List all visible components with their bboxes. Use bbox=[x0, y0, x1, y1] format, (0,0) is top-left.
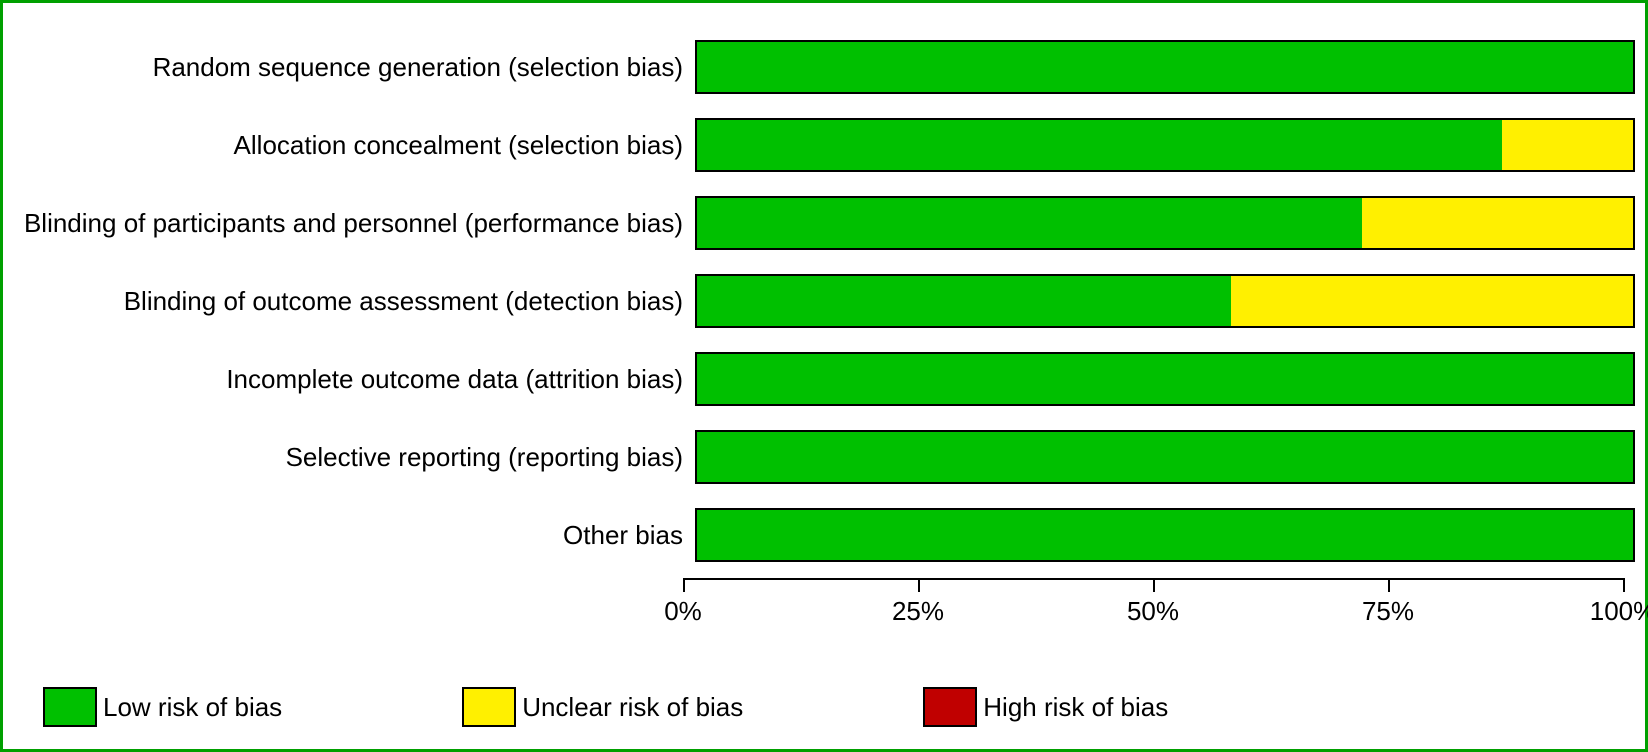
legend-label: High risk of bias bbox=[983, 692, 1168, 723]
bar-track bbox=[695, 274, 1635, 328]
bar-segment-unclear bbox=[1362, 198, 1633, 248]
legend-label: Low risk of bias bbox=[103, 692, 282, 723]
axis-tick bbox=[1623, 578, 1625, 592]
bar bbox=[695, 274, 1635, 328]
bar-track bbox=[695, 118, 1635, 172]
bar bbox=[695, 352, 1635, 406]
legend-swatch bbox=[43, 687, 97, 727]
bar bbox=[695, 40, 1635, 94]
chart-row: Other bias bbox=[3, 496, 1645, 574]
bar-segment-low bbox=[697, 432, 1633, 482]
bar bbox=[695, 118, 1635, 172]
legend-item: Unclear risk of bias bbox=[462, 687, 743, 727]
chart-row: Blinding of participants and personnel (… bbox=[3, 184, 1645, 262]
axis-tick-label: 25% bbox=[892, 596, 944, 627]
legend-swatch bbox=[462, 687, 516, 727]
legend-label: Unclear risk of bias bbox=[522, 692, 743, 723]
row-label: Allocation concealment (selection bias) bbox=[3, 130, 695, 161]
bar-track bbox=[695, 40, 1635, 94]
axis-tick bbox=[683, 578, 685, 592]
axis-tick bbox=[1388, 578, 1390, 592]
bar-segment-low bbox=[697, 354, 1633, 404]
row-label: Other bias bbox=[3, 520, 695, 551]
row-label: Blinding of participants and personnel (… bbox=[3, 208, 695, 239]
axis-tick bbox=[918, 578, 920, 592]
bar-segment-unclear bbox=[1502, 120, 1633, 170]
row-label: Random sequence generation (selection bi… bbox=[3, 52, 695, 83]
bar-track bbox=[695, 352, 1635, 406]
chart-rows-area: Random sequence generation (selection bi… bbox=[3, 28, 1645, 749]
chart-row: Incomplete outcome data (attrition bias) bbox=[3, 340, 1645, 418]
row-label: Blinding of outcome assessment (detectio… bbox=[3, 286, 695, 317]
x-axis: 0%25%50%75%100% bbox=[683, 578, 1623, 638]
bar bbox=[695, 430, 1635, 484]
chart-row: Allocation concealment (selection bias) bbox=[3, 106, 1645, 184]
legend-item: High risk of bias bbox=[923, 687, 1168, 727]
bar-segment-low bbox=[697, 120, 1502, 170]
axis-tick-label: 100% bbox=[1590, 596, 1648, 627]
legend: Low risk of bias Unclear risk of bias High… bbox=[43, 687, 1605, 727]
bar-track bbox=[695, 430, 1635, 484]
axis-tick bbox=[1153, 578, 1155, 592]
legend-item: Low risk of bias bbox=[43, 687, 282, 727]
bar-segment-low bbox=[697, 42, 1633, 92]
bar-segment-unclear bbox=[1231, 276, 1633, 326]
chart-row: Random sequence generation (selection bi… bbox=[3, 28, 1645, 106]
axis-tick-label: 75% bbox=[1362, 596, 1414, 627]
chart-row: Selective reporting (reporting bias) bbox=[3, 418, 1645, 496]
axis-tick-label: 50% bbox=[1127, 596, 1179, 627]
bar bbox=[695, 196, 1635, 250]
axis-tick-label: 0% bbox=[664, 596, 702, 627]
bar-segment-low bbox=[697, 198, 1362, 248]
bar-track bbox=[695, 508, 1635, 562]
risk-of-bias-chart: Random sequence generation (selection bi… bbox=[0, 0, 1648, 752]
bar-segment-low bbox=[697, 276, 1231, 326]
row-label: Selective reporting (reporting bias) bbox=[3, 442, 695, 473]
bar-segment-low bbox=[697, 510, 1633, 560]
chart-row: Blinding of outcome assessment (detectio… bbox=[3, 262, 1645, 340]
row-label: Incomplete outcome data (attrition bias) bbox=[3, 364, 695, 395]
legend-swatch bbox=[923, 687, 977, 727]
bar-track bbox=[695, 196, 1635, 250]
bar bbox=[695, 508, 1635, 562]
